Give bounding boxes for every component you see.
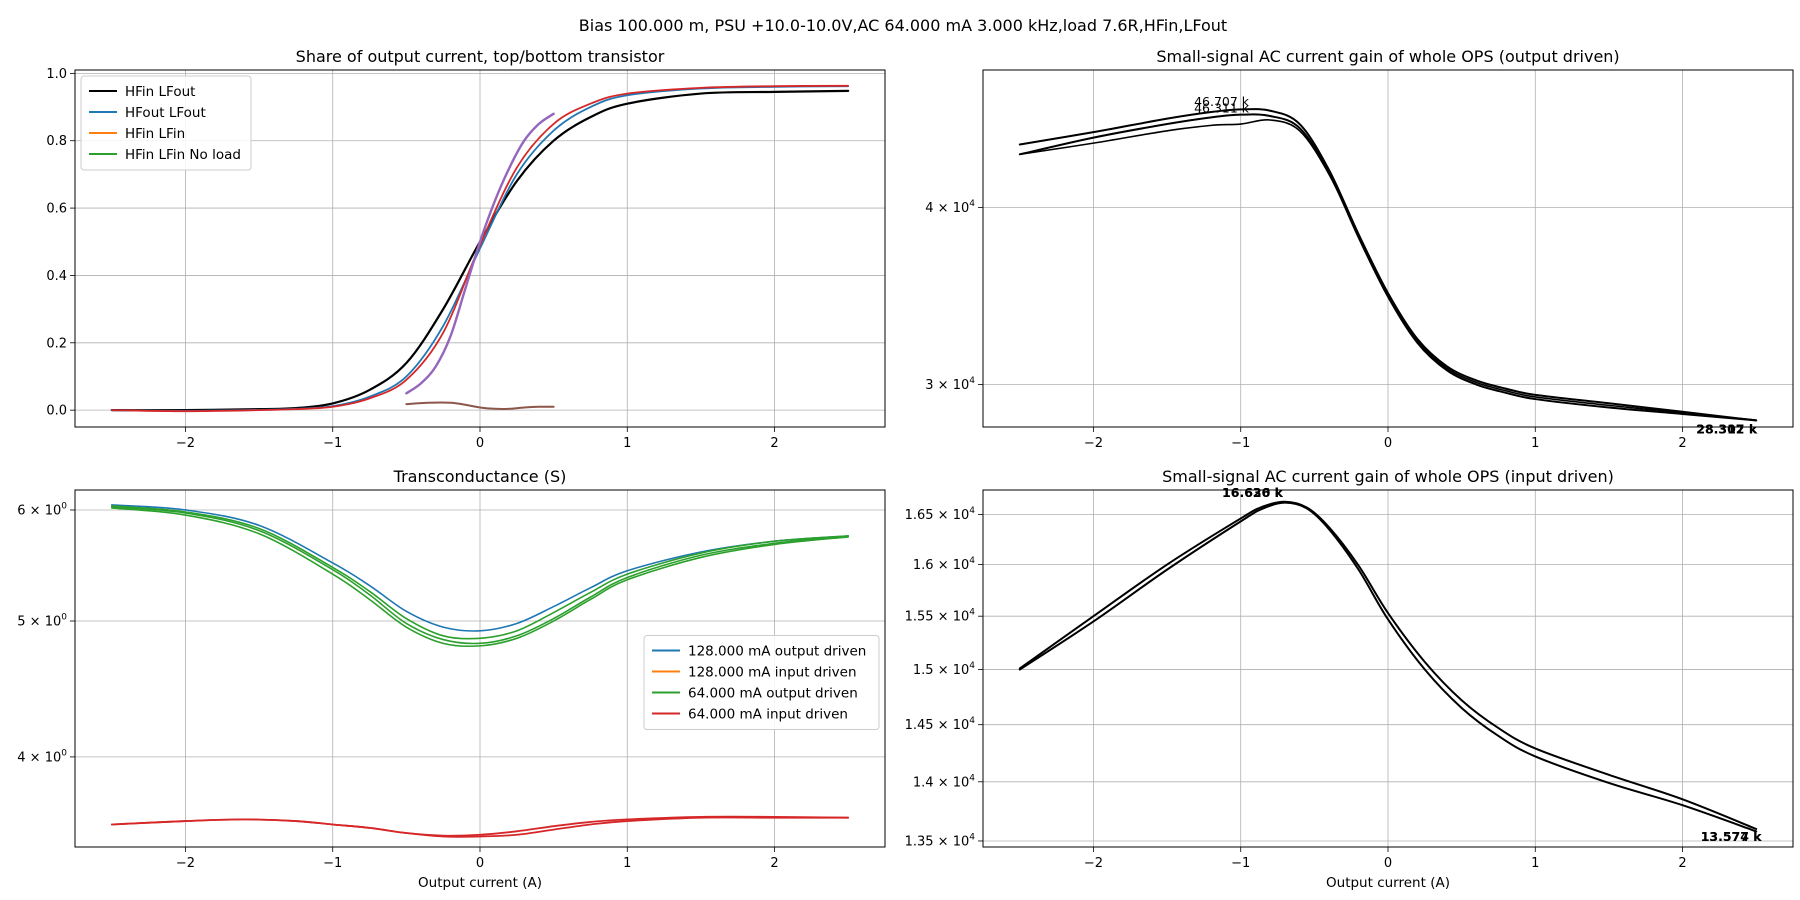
data-annotation: 46.311 k: [1194, 101, 1250, 116]
chart-title: Share of output current, top/bottom tran…: [296, 47, 665, 66]
y-tick-label: 1.6 × 104: [913, 556, 975, 573]
legend-entry: HFin LFin No load: [125, 147, 241, 163]
y-tick-label: 0.6: [46, 202, 67, 217]
y-tick-label: 1.65 × 104: [905, 506, 976, 523]
data-annotation: 28.312 k: [1696, 422, 1758, 437]
legend-entry: 128.000 mA input driven: [688, 665, 857, 681]
x-tick-label: −1: [323, 436, 342, 451]
y-tick-label: 1.35 × 104: [905, 832, 976, 849]
x-tick-label: 0: [476, 436, 484, 451]
y-tick-label: 0.8: [46, 134, 67, 149]
y-tick-label: 0.2: [46, 336, 67, 351]
axes-frame: [74, 489, 886, 848]
x-tick-label: 0: [1384, 856, 1392, 871]
data-annotation: 16.626 k: [1222, 485, 1284, 500]
legend-entry: HFout LFout: [125, 105, 206, 121]
chart-share-of-output-current: Share of output current, top/bottom tran…: [46, 47, 886, 451]
y-tick-label: 1.4 × 104: [913, 773, 975, 790]
y-tick-label: 1.45 × 104: [905, 716, 976, 733]
x-tick-label: 2: [1678, 856, 1686, 871]
axes-frame: [982, 489, 1794, 848]
chart-gain-output-driven: Small-signal AC current gain of whole OP…: [925, 47, 1794, 451]
grid: [75, 490, 885, 847]
x-tick-label: −2: [1084, 856, 1103, 871]
series-line: [1018, 501, 1758, 833]
x-tick-label: −2: [1084, 436, 1103, 451]
x-tick-label: 0: [476, 856, 484, 871]
series-line: [111, 505, 849, 640]
data-annotation: 13.577 k: [1701, 829, 1763, 844]
y-tick-label: 4 × 104: [925, 199, 975, 216]
axes-frame: [74, 69, 886, 428]
legend: HFin LFout HFout LFout HFin LFin HFin LFin …: [80, 75, 252, 171]
series-line: [110, 84, 850, 413]
x-tick-label: 0: [1384, 436, 1392, 451]
legend-entry: HFin LFout: [125, 84, 195, 100]
series-line: [405, 401, 555, 410]
y-tick-label: 1.0: [46, 67, 67, 82]
series-line: [111, 506, 849, 645]
series-line: [111, 507, 849, 648]
chart-title: Small-signal AC current gain of whole OP…: [1162, 467, 1614, 486]
data-annotation: 28.307 k: [1696, 422, 1758, 437]
y-tick-label: 3 × 104: [925, 376, 975, 393]
x-tick-label: 2: [1678, 436, 1686, 451]
grid: [983, 70, 1793, 427]
data-annotation: 16.630 k: [1222, 485, 1284, 500]
legend-box: [80, 75, 252, 171]
chart-title: Small-signal AC current gain of whole OP…: [1156, 47, 1619, 66]
legend-entry: 64.000 mA output driven: [688, 686, 858, 702]
series-line: [111, 504, 849, 632]
y-tick-label: 4 × 100: [17, 748, 67, 765]
series-line: [1019, 119, 1757, 421]
x-axis-label: Output current (A): [1326, 875, 1450, 891]
x-tick-label: 2: [770, 436, 778, 451]
chart-title: Transconductance (S): [393, 467, 567, 486]
x-tick-label: 1: [623, 856, 631, 871]
chart-transconductance: Transconductance (S) Output current (A) …: [17, 467, 886, 891]
plot-area: [1018, 108, 1758, 422]
legend-entry: 128.000 mA output driven: [688, 644, 866, 660]
data-annotation: 13.574 k: [1701, 829, 1763, 844]
y-tick-label: 1.5 × 104: [913, 661, 975, 678]
legend-entry: 64.000 mA input driven: [688, 707, 848, 723]
y-tick-label: 0.4: [46, 269, 67, 284]
grid: [983, 490, 1793, 847]
x-tick-label: −1: [1231, 856, 1250, 871]
legend: 128.000 mA output driven 128.000 mA input…: [643, 635, 880, 730]
y-tick-label: 0.0: [46, 404, 67, 419]
axes-frame: [982, 69, 1794, 428]
x-tick-label: 2: [770, 856, 778, 871]
x-tick-label: 1: [1531, 436, 1539, 451]
chart-gain-input-driven: Small-signal AC current gain of whole OP…: [905, 467, 1794, 891]
series-line: [405, 112, 555, 395]
plot-area: [1018, 500, 1758, 833]
plot-area: [110, 504, 850, 838]
x-tick-label: −1: [1231, 436, 1250, 451]
legend-box: [643, 635, 880, 730]
series-line: [1018, 500, 1758, 830]
series-line: [110, 815, 850, 837]
plot-area: [110, 84, 850, 413]
x-tick-label: −2: [176, 856, 195, 871]
figure-suptitle: Bias 100.000 m, PSU +10.0-10.0V,AC 64.00…: [579, 16, 1227, 35]
y-tick-label: 5 × 100: [17, 613, 67, 630]
x-tick-label: 1: [623, 436, 631, 451]
data-annotation: 46.707 k: [1194, 94, 1250, 109]
y-tick-label: 1.55 × 104: [905, 608, 976, 625]
x-axis-label: Output current (A): [418, 875, 542, 891]
x-tick-label: −1: [323, 856, 342, 871]
y-tick-label: 6 × 100: [17, 501, 67, 518]
series-line: [1018, 113, 1758, 422]
legend-entry: HFin LFin: [125, 126, 185, 142]
x-tick-label: −2: [176, 436, 195, 451]
x-tick-label: 1: [1531, 856, 1539, 871]
